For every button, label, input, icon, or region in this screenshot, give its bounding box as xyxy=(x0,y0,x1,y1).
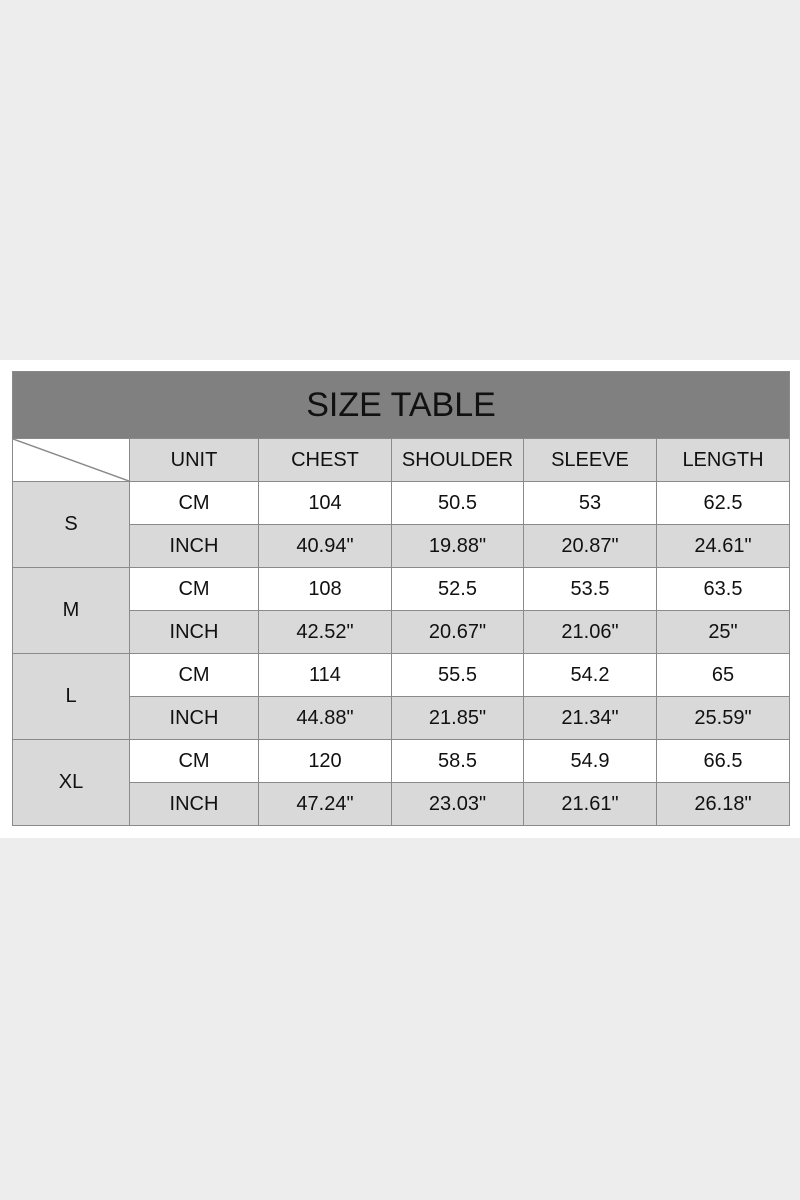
header-unit: UNIT xyxy=(129,438,259,482)
value-cell: 53 xyxy=(523,481,657,525)
size-label: M xyxy=(12,567,130,654)
value-cell: 50.5 xyxy=(391,481,524,525)
value-cell: 40.94" xyxy=(258,524,392,568)
unit-cell: CM xyxy=(129,481,259,525)
value-cell: 25" xyxy=(656,610,790,654)
table-row-s-cm: S CM 104 50.5 53 62.5 xyxy=(12,481,790,568)
size-label: XL xyxy=(12,739,130,826)
value-cell: 63.5 xyxy=(656,567,790,611)
value-cell: 21.34" xyxy=(523,696,657,740)
value-cell: 54.9 xyxy=(523,739,657,783)
unit-cell: CM xyxy=(129,739,259,783)
table-row-l-cm: L CM 114 55.5 54.2 65 xyxy=(12,653,790,740)
header-length: LENGTH xyxy=(656,438,790,482)
value-cell: 62.5 xyxy=(656,481,790,525)
value-cell: 55.5 xyxy=(391,653,524,697)
value-cell: 65 xyxy=(656,653,790,697)
value-cell: 23.03" xyxy=(391,782,524,826)
value-cell: 104 xyxy=(258,481,392,525)
value-cell: 58.5 xyxy=(391,739,524,783)
value-cell: 25.59" xyxy=(656,696,790,740)
value-cell: 21.06" xyxy=(523,610,657,654)
unit-cell: INCH xyxy=(129,696,259,740)
unit-cell: INCH xyxy=(129,610,259,654)
diagonal-corner-cell xyxy=(12,438,130,482)
size-label: L xyxy=(12,653,130,740)
value-cell: 53.5 xyxy=(523,567,657,611)
unit-cell: INCH xyxy=(129,782,259,826)
value-cell: 42.52" xyxy=(258,610,392,654)
value-cell: 108 xyxy=(258,567,392,611)
table-row-l-inch: INCH 44.88" 21.85" 21.34" 25.59" xyxy=(13,696,790,740)
size-table: SIZE TABLE UNIT CHEST SHOULDER SLEEVE LE… xyxy=(12,371,790,826)
header-chest: CHEST xyxy=(258,438,392,482)
value-cell: 20.87" xyxy=(523,524,657,568)
value-cell: 20.67" xyxy=(391,610,524,654)
value-cell: 24.61" xyxy=(656,524,790,568)
value-cell: 120 xyxy=(258,739,392,783)
value-cell: 114 xyxy=(258,653,392,697)
value-cell: 44.88" xyxy=(258,696,392,740)
value-cell: 21.61" xyxy=(523,782,657,826)
table-row-m-cm: M CM 108 52.5 53.5 63.5 xyxy=(12,567,790,654)
header-sleeve: SLEEVE xyxy=(523,438,657,482)
table-row-s-inch: INCH 40.94" 19.88" 20.87" 24.61" xyxy=(13,524,790,568)
unit-cell: INCH xyxy=(129,524,259,568)
value-cell: 19.88" xyxy=(391,524,524,568)
unit-cell: CM xyxy=(129,567,259,611)
value-cell: 66.5 xyxy=(656,739,790,783)
value-cell: 26.18" xyxy=(656,782,790,826)
table-row-xl-inch: INCH 47.24" 23.03" 21.61" 26.18" xyxy=(13,782,790,826)
value-cell: 52.5 xyxy=(391,567,524,611)
table-row-m-inch: INCH 42.52" 20.67" 21.06" 25" xyxy=(13,610,790,654)
header-shoulder: SHOULDER xyxy=(391,438,524,482)
value-cell: 54.2 xyxy=(523,653,657,697)
table-row-xl-cm: XL CM 120 58.5 54.9 66.5 xyxy=(12,739,790,826)
table-title: SIZE TABLE xyxy=(12,371,790,439)
size-label: S xyxy=(12,481,130,568)
unit-cell: CM xyxy=(129,653,259,697)
value-cell: 21.85" xyxy=(391,696,524,740)
value-cell: 47.24" xyxy=(258,782,392,826)
header-row: UNIT CHEST SHOULDER SLEEVE LENGTH xyxy=(12,438,790,482)
